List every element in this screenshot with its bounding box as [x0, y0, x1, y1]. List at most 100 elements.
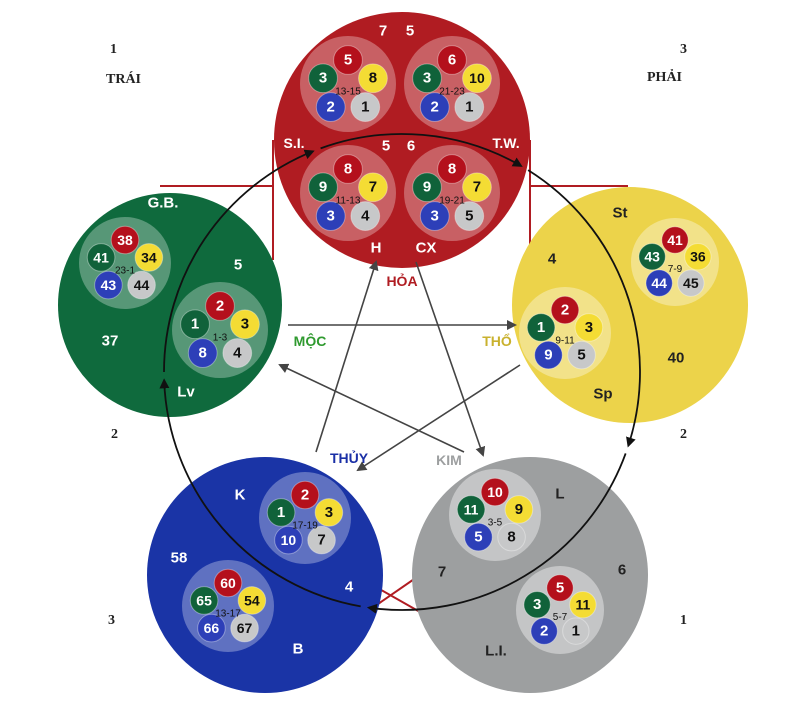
point-number: 65	[196, 592, 212, 608]
water-name: THỦY	[330, 449, 369, 466]
point-ball	[569, 591, 597, 619]
control-arrow	[415, 261, 486, 457]
point-number: 1	[537, 319, 545, 336]
control-arrow	[278, 363, 465, 453]
point-ball	[526, 313, 556, 342]
fire-group-h: 89 7 3 411-13	[300, 145, 396, 241]
point-ball	[307, 525, 336, 555]
corner-left-mid-number: 2	[111, 427, 118, 442]
fire-group-si: 53 8 2 113-15	[300, 36, 396, 132]
time-range-label: 23-1	[115, 265, 135, 276]
point-ball	[315, 201, 346, 231]
point-number: 8	[448, 161, 456, 178]
point-number: 2	[216, 298, 224, 315]
point-ball	[497, 522, 526, 552]
point-ball	[315, 92, 346, 122]
point-number: 3	[327, 208, 335, 225]
point-ball	[308, 172, 338, 203]
point-number: 8	[344, 161, 352, 178]
generating-cycle-arrow	[366, 453, 627, 614]
wood-label: 37	[102, 333, 119, 350]
point-number: 67	[237, 620, 253, 636]
fire-label: CX	[416, 240, 437, 257]
earth-group-st: 41 43 36 44 457-9	[631, 218, 719, 306]
water-group-k: 21 3 10 717-19	[259, 472, 351, 564]
generating-cycle-arrow	[163, 149, 315, 373]
metal-label: L	[555, 486, 564, 503]
point-ball	[180, 309, 210, 340]
time-range-label: 5-7	[553, 612, 568, 623]
point-ball	[237, 586, 267, 615]
point-ball	[534, 340, 563, 370]
point-number: 2	[327, 99, 335, 116]
point-number: 1	[361, 99, 369, 116]
time-range-label: 19-21	[439, 196, 465, 207]
point-number: 9	[544, 347, 552, 364]
point-ball	[412, 63, 442, 94]
point-number: 5	[474, 529, 482, 546]
point-ball	[437, 45, 467, 75]
point-ball	[274, 525, 303, 555]
fire-label: 6	[407, 138, 415, 155]
time-range-label: 13-17	[215, 608, 241, 619]
point-ball	[454, 201, 485, 231]
time-range-label: 1-3	[213, 333, 228, 344]
point-number: 11	[575, 597, 590, 613]
point-number: 3	[423, 70, 431, 87]
point-ball	[480, 477, 510, 507]
point-ball	[350, 92, 381, 122]
earth-group-sp: 21 3 9 59-11	[519, 287, 611, 379]
earth-name: THỔ	[482, 332, 512, 349]
point-ball	[333, 45, 363, 75]
point-number: 7	[317, 532, 325, 549]
corner-top-left-label: TRÁI	[106, 72, 142, 87]
point-ball	[127, 270, 156, 300]
point-number: 45	[683, 275, 699, 291]
fire-name: HỎA	[386, 272, 417, 289]
point-number: 5	[344, 52, 352, 69]
point-ball	[358, 63, 388, 94]
metal-label: 6	[618, 562, 626, 579]
time-range-label: 13-15	[335, 87, 361, 98]
point-number: 9	[319, 179, 327, 196]
point-ball	[462, 172, 492, 203]
point-number: 3	[533, 596, 541, 613]
point-number: 9	[423, 179, 431, 196]
point-number: 2	[561, 302, 569, 319]
point-ball	[546, 574, 574, 602]
point-ball	[437, 154, 467, 184]
point-ball	[290, 480, 320, 510]
generating-cycle-arrow	[320, 133, 523, 167]
control-arrow	[315, 260, 379, 453]
point-ball	[684, 243, 712, 271]
time-range-label: 17-19	[292, 520, 318, 531]
wood-label: Lv	[177, 384, 195, 401]
point-ball	[419, 92, 450, 122]
generating-cycle-arrow	[527, 169, 641, 448]
corner-top-right-number: 3	[680, 42, 687, 57]
point-number: 2	[301, 487, 309, 504]
fire-group-tw: 63 10 2 121-23	[404, 36, 500, 132]
point-number: 4	[361, 208, 370, 225]
point-number: 4	[233, 345, 242, 362]
point-ball	[523, 591, 551, 619]
point-ball	[333, 154, 363, 184]
point-ball	[350, 201, 381, 231]
point-number: 5	[556, 580, 564, 597]
point-number: 8	[507, 529, 515, 546]
point-number: 1	[572, 623, 580, 640]
point-number: 3	[431, 208, 439, 225]
point-ball	[205, 291, 235, 321]
point-ball	[456, 495, 486, 524]
point-number: 54	[244, 592, 260, 608]
point-number: 2	[540, 623, 548, 640]
fire-label: T.W.	[492, 135, 519, 151]
point-number: 2	[431, 99, 439, 116]
wood-name: MỘC	[294, 332, 327, 349]
wood-label: 5	[234, 257, 242, 274]
point-number: 3	[585, 319, 593, 336]
point-number: 8	[369, 70, 377, 87]
